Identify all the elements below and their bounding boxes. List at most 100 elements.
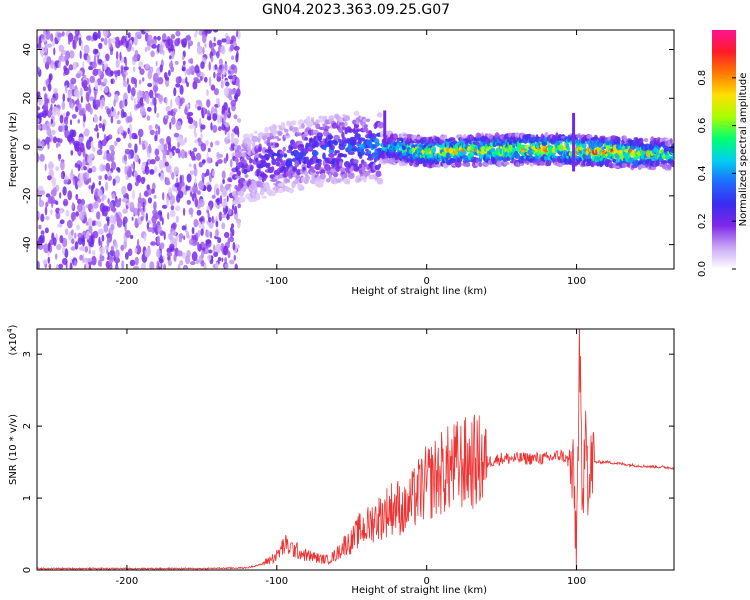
ridge-blob bbox=[282, 146, 286, 152]
noise-blob bbox=[135, 31, 141, 37]
spectrogram-image bbox=[37, 30, 674, 269]
noise-blob bbox=[174, 38, 180, 47]
noise-blob bbox=[212, 244, 216, 253]
noise-blob bbox=[140, 164, 146, 172]
noise-blob bbox=[109, 51, 113, 56]
noise-blob bbox=[58, 209, 64, 214]
noise-blob bbox=[227, 131, 230, 140]
ridge-blob bbox=[335, 150, 341, 154]
ridge-blob bbox=[566, 146, 571, 151]
ridge-blob bbox=[325, 178, 331, 183]
noise-blob bbox=[107, 218, 110, 226]
ridge-blob bbox=[251, 135, 259, 143]
noise-blob bbox=[93, 127, 99, 132]
noise-blob bbox=[42, 57, 47, 64]
x-tick-label: 100 bbox=[567, 276, 586, 287]
noise-blob bbox=[213, 36, 216, 42]
noise-blob bbox=[227, 239, 231, 249]
noise-blob bbox=[163, 143, 168, 152]
ridge-blob bbox=[617, 138, 621, 144]
noise-blob bbox=[183, 207, 186, 216]
noise-blob bbox=[229, 236, 235, 243]
noise-blob bbox=[129, 201, 135, 212]
ridge-blob bbox=[375, 172, 382, 178]
noise-blob bbox=[84, 153, 88, 163]
ridge-blob bbox=[303, 160, 307, 165]
ridge-blob bbox=[234, 138, 239, 144]
ridge-blob bbox=[496, 160, 503, 168]
ridge-blob bbox=[266, 162, 271, 167]
noise-blob bbox=[88, 136, 94, 143]
noise-blob bbox=[146, 115, 151, 121]
noise-blob bbox=[122, 208, 127, 214]
ridge-blob bbox=[337, 138, 342, 143]
noise-blob bbox=[114, 241, 118, 250]
noise-blob bbox=[134, 256, 139, 266]
noise-blob bbox=[134, 181, 139, 187]
noise-blob bbox=[92, 230, 99, 239]
noise-blob bbox=[218, 126, 222, 132]
noise-blob bbox=[64, 228, 69, 236]
noise-blob bbox=[89, 107, 93, 115]
noise-blob bbox=[138, 79, 142, 85]
noise-blob bbox=[111, 161, 116, 171]
noise-blob bbox=[87, 165, 90, 170]
noise-blob bbox=[195, 99, 202, 105]
noise-blob bbox=[198, 161, 203, 168]
noise-blob bbox=[226, 195, 229, 202]
ridge-blob bbox=[363, 176, 367, 183]
noise-blob bbox=[149, 124, 153, 130]
y-tick-label: 0 bbox=[22, 144, 33, 150]
noise-blob bbox=[107, 198, 110, 204]
noise-blob bbox=[101, 164, 107, 171]
noise-blob bbox=[86, 54, 91, 64]
ridge-blob bbox=[342, 114, 346, 117]
noise-blob bbox=[183, 235, 186, 241]
noise-blob bbox=[48, 263, 52, 269]
noise-blob bbox=[98, 42, 103, 50]
noise-blob bbox=[59, 235, 64, 244]
noise-blob bbox=[127, 32, 131, 39]
noise-blob bbox=[38, 224, 42, 230]
noise-blob bbox=[195, 152, 202, 161]
noise-blob bbox=[114, 113, 120, 120]
figure-title: GN04.2023.363.09.25.G07 bbox=[261, 2, 451, 18]
noise-blob bbox=[88, 65, 94, 71]
noise-blob bbox=[115, 59, 120, 68]
noise-blob bbox=[96, 211, 101, 220]
noise-blob bbox=[55, 253, 58, 260]
ridge-blob bbox=[352, 159, 359, 164]
noise-blob bbox=[216, 159, 223, 164]
noise-blob bbox=[155, 60, 158, 67]
noise-blob bbox=[116, 119, 121, 125]
noise-blob bbox=[232, 228, 235, 237]
ridge-blob bbox=[350, 139, 357, 146]
noise-blob bbox=[130, 87, 136, 97]
noise-blob bbox=[77, 236, 84, 245]
ridge-blob bbox=[242, 185, 247, 192]
noise-blob bbox=[159, 44, 164, 55]
noise-blob bbox=[179, 84, 184, 95]
noise-blob bbox=[113, 70, 119, 75]
noise-blob bbox=[196, 241, 200, 247]
noise-blob bbox=[44, 93, 48, 101]
ridge-blob bbox=[254, 130, 258, 134]
noise-blob bbox=[144, 63, 150, 70]
noise-blob bbox=[185, 255, 191, 265]
ridge-blob bbox=[270, 166, 275, 172]
noise-blob bbox=[37, 260, 40, 269]
noise-blob bbox=[133, 170, 138, 177]
ridge-blob bbox=[353, 110, 360, 117]
noise-blob bbox=[104, 57, 107, 67]
noise-blob bbox=[184, 265, 187, 269]
noise-blob bbox=[51, 177, 57, 187]
noise-blob bbox=[78, 103, 82, 112]
noise-blob bbox=[42, 86, 46, 92]
noise-blob bbox=[178, 104, 181, 110]
noise-blob bbox=[232, 204, 235, 211]
noise-blob bbox=[195, 120, 198, 129]
ridge-blob bbox=[241, 159, 247, 164]
noise-blob bbox=[65, 120, 68, 125]
ridge-blob bbox=[239, 196, 246, 203]
noise-blob bbox=[210, 84, 216, 91]
